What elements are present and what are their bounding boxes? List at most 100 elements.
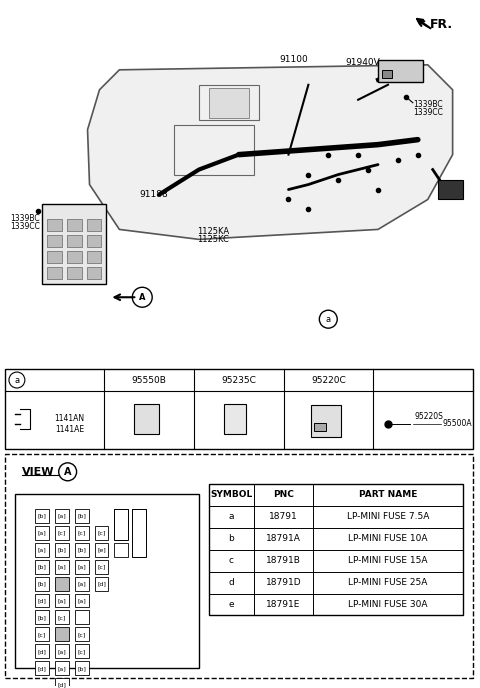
Bar [35, 526, 49, 539]
Bar [86, 251, 101, 264]
Text: [c]: [c] [97, 530, 106, 535]
Bar [55, 508, 69, 523]
Text: [b]: [b] [77, 513, 86, 518]
Bar [15, 494, 199, 668]
Bar [74, 559, 88, 574]
Bar [74, 610, 88, 625]
Bar [35, 594, 49, 608]
Bar [438, 180, 463, 200]
Bar [224, 404, 246, 434]
Bar [74, 508, 88, 523]
Text: [c]: [c] [77, 649, 86, 654]
Bar [114, 543, 128, 557]
Text: [a]: [a] [57, 564, 66, 569]
Bar [55, 610, 69, 625]
Text: LP-MINI FUSE 25A: LP-MINI FUSE 25A [348, 578, 428, 587]
Text: [b]: [b] [37, 564, 46, 569]
Text: [c]: [c] [97, 564, 106, 569]
Text: LP-MINI FUSE 7.5A: LP-MINI FUSE 7.5A [347, 512, 429, 522]
Bar [312, 405, 341, 437]
Text: 95220S: 95220S [415, 412, 444, 422]
Text: A: A [64, 467, 72, 477]
Text: 18791A: 18791A [266, 534, 301, 543]
Bar [35, 627, 49, 641]
Text: [d]: [d] [57, 682, 66, 688]
FancyArrowPatch shape [418, 21, 427, 26]
Bar [174, 125, 253, 175]
Text: 1339CC: 1339CC [413, 108, 443, 117]
Bar [199, 85, 259, 120]
Text: 18791: 18791 [269, 512, 298, 522]
Text: 18791B: 18791B [266, 556, 301, 565]
Text: [a]: [a] [37, 530, 46, 535]
Text: [b]: [b] [37, 513, 46, 518]
Text: [b]: [b] [37, 615, 46, 620]
Bar [114, 508, 128, 539]
Text: 91940V: 91940V [346, 58, 381, 67]
Bar [86, 268, 101, 279]
Bar [314, 423, 326, 431]
Bar [35, 577, 49, 590]
Bar [35, 508, 49, 523]
Text: LP-MINI FUSE 30A: LP-MINI FUSE 30A [348, 600, 428, 609]
Text: [d]: [d] [37, 649, 46, 654]
Bar [74, 577, 88, 590]
Text: [a]: [a] [57, 598, 66, 603]
Text: [b]: [b] [57, 547, 66, 552]
PathPatch shape [87, 65, 453, 239]
Bar [35, 559, 49, 574]
Bar [55, 678, 69, 688]
Text: [e]: [e] [97, 547, 106, 552]
Bar [55, 594, 69, 608]
Text: b: b [228, 534, 234, 543]
Text: SYMBOL: SYMBOL [210, 491, 252, 499]
Text: [c]: [c] [58, 615, 66, 620]
Bar [95, 577, 108, 590]
Bar [35, 543, 49, 557]
Text: a: a [228, 512, 234, 522]
Bar [47, 251, 61, 264]
Text: [d]: [d] [37, 598, 46, 603]
Bar [95, 526, 108, 539]
Bar [47, 268, 61, 279]
Text: FR.: FR. [430, 18, 453, 31]
Text: [b]: [b] [37, 581, 46, 586]
Bar [5, 369, 472, 449]
Bar [42, 204, 107, 284]
Text: d: d [228, 578, 234, 587]
Text: VIEW: VIEW [22, 467, 54, 477]
Text: 95220C: 95220C [311, 376, 346, 385]
Bar [55, 645, 69, 658]
Bar [74, 627, 88, 641]
Bar [47, 235, 61, 248]
Bar [86, 235, 101, 248]
Bar [47, 219, 61, 231]
Text: [a]: [a] [77, 564, 86, 569]
Text: A: A [139, 293, 145, 302]
Bar [95, 543, 108, 557]
Text: 1339BC: 1339BC [10, 215, 39, 224]
Text: LP-MINI FUSE 15A: LP-MINI FUSE 15A [348, 556, 428, 565]
Bar [382, 69, 392, 78]
Bar [55, 559, 69, 574]
Text: 91188: 91188 [140, 189, 168, 199]
Bar [74, 645, 88, 658]
Text: 95500A: 95500A [443, 420, 472, 429]
Text: [a]: [a] [57, 513, 66, 518]
Text: [b]: [b] [77, 547, 86, 552]
Text: [a]: [a] [77, 581, 86, 586]
Bar [74, 594, 88, 608]
Text: [c]: [c] [37, 632, 46, 637]
Text: [a]: [a] [37, 547, 46, 552]
Text: a: a [326, 314, 331, 323]
Text: [a]: [a] [77, 598, 86, 603]
Bar [134, 404, 159, 434]
Bar [67, 235, 82, 248]
Text: 95235C: 95235C [221, 376, 256, 385]
Bar [86, 219, 101, 231]
Text: [c]: [c] [58, 530, 66, 535]
Text: e: e [228, 600, 234, 609]
Bar [74, 526, 88, 539]
Bar [67, 219, 82, 231]
Text: 18791D: 18791D [266, 578, 301, 587]
